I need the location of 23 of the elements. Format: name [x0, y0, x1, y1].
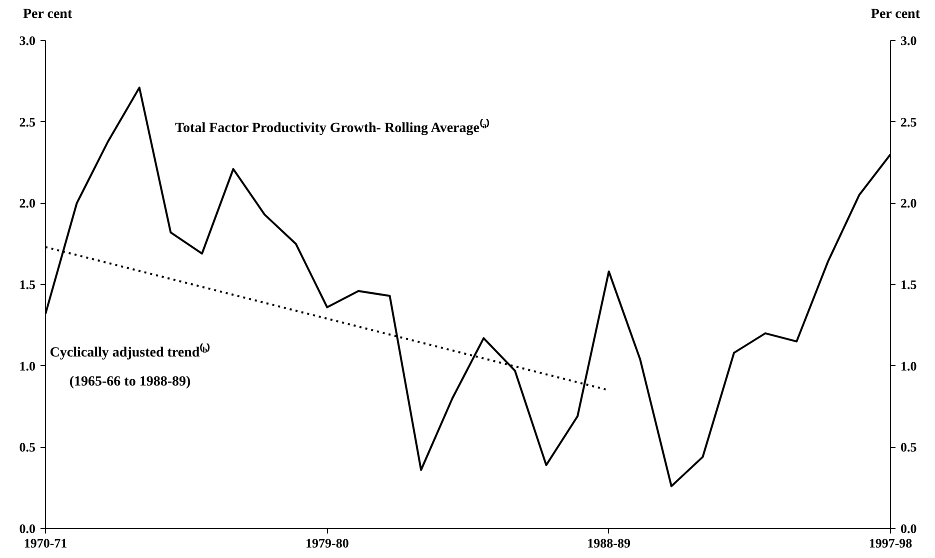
- y-axis-title: Per cent: [23, 6, 72, 24]
- y2-tick-label: 1.5: [900, 277, 918, 292]
- y-tick-label: 1.5: [19, 277, 36, 292]
- y-tick-label: 1.0: [19, 358, 36, 374]
- y-tick-label: 0.5: [19, 440, 36, 455]
- y-tick-label: 0.0: [19, 521, 36, 536]
- y2-tick-label: 3.0: [900, 33, 917, 48]
- x-tick-label: 1979-80: [306, 536, 349, 550]
- x-tick-label: 1970-71: [24, 536, 68, 550]
- y2-tick-label: 2.0: [900, 196, 917, 211]
- x-tick-label: 1988-89: [587, 536, 631, 550]
- annotation: Total Factor Productivity Growth- Rolling Average⁽ᵃ⁾: [175, 118, 490, 136]
- y2-tick-label: 2.5: [900, 114, 918, 130]
- y2-tick-label: 1.0: [900, 358, 917, 374]
- y-tick-label: 2.0: [19, 196, 36, 211]
- annotation: (1965-66 to 1988-89): [69, 374, 191, 390]
- y-tick-label: 3.0: [19, 33, 36, 48]
- y2-axis-title: Per cent: [870, 6, 920, 24]
- x-tick-label: 1997-98: [868, 536, 913, 550]
- y2-tick-label: 0.5: [900, 440, 918, 455]
- y2-tick-label: 0.0: [900, 521, 917, 536]
- y-tick-label: 2.5: [19, 114, 36, 130]
- annotation: Cyclically adjusted trend⁽ᵇ⁾: [50, 343, 210, 360]
